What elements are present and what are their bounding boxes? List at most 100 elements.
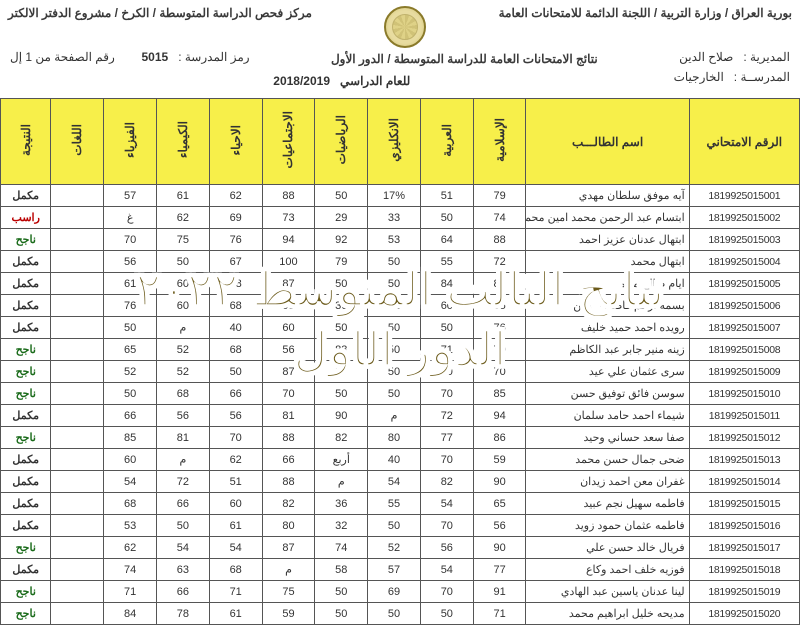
score-cell: 50 [315, 581, 368, 603]
table-row: 1819925015001آيه موفق سلطان مهدي795117%5… [1, 185, 800, 207]
result-cell: مكمل [1, 559, 51, 581]
score-cell: 50 [368, 317, 421, 339]
result-cell: مكمل [1, 449, 51, 471]
student-name: ضحى جمال حسن محمد [526, 449, 689, 471]
col-header: العربية [420, 99, 473, 185]
score-cell: 94 [262, 229, 315, 251]
exam-id: 1819925015011 [689, 405, 799, 427]
table-row: 1819925015010سوسن فائق توفيق حسن85705050… [1, 383, 800, 405]
directorate-label: المديرية : [743, 50, 790, 66]
score-cell: 50 [368, 251, 421, 273]
score-cell [51, 295, 104, 317]
score-cell: 51 [420, 185, 473, 207]
exam-id: 1819925015013 [689, 449, 799, 471]
score-cell [51, 427, 104, 449]
score-cell: 66 [209, 383, 262, 405]
exam-id: 1819925015019 [689, 581, 799, 603]
meta-row-2: المدرســة : الخارجيات للعام الدراسي 2018… [0, 70, 800, 98]
table-row: 1819925015020مديحه خليل ابراهيم محمد7150… [1, 603, 800, 625]
score-cell: 56 [473, 515, 526, 537]
school-code-label: رمز المدرسة : [178, 50, 249, 66]
score-cell: 88 [262, 185, 315, 207]
result-cell: مكمل [1, 251, 51, 273]
exam-id: 1819925015010 [689, 383, 799, 405]
score-cell: 61 [368, 295, 421, 317]
score-cell: 66 [262, 449, 315, 471]
score-cell: 54 [368, 471, 421, 493]
score-cell [51, 405, 104, 427]
score-cell: 74 [104, 559, 157, 581]
score-cell: 80 [262, 515, 315, 537]
score-cell: 50 [104, 383, 157, 405]
score-cell: 77 [473, 559, 526, 581]
student-name: غفران معن احمد زيدان [526, 471, 689, 493]
score-cell: 76 [209, 229, 262, 251]
score-cell: 50 [315, 361, 368, 383]
col-header: الكيمياء [157, 99, 210, 185]
student-name: سوسن فائق توفيق حسن [526, 383, 689, 405]
score-cell: 61 [209, 515, 262, 537]
result-cell: مكمل [1, 493, 51, 515]
exam-id: 1819925015003 [689, 229, 799, 251]
table-head: الرقم الامتحانياسم الطالـــبالإسلاميةالع… [1, 99, 800, 185]
exam-id: 1819925015001 [689, 185, 799, 207]
score-cell: 72 [473, 251, 526, 273]
exam-id: 1819925015016 [689, 515, 799, 537]
table-row: 1819925015016فاطمه عثمان حمود زويد567050… [1, 515, 800, 537]
score-cell: 33 [368, 207, 421, 229]
score-cell: 29 [315, 207, 368, 229]
score-cell: 85 [473, 295, 526, 317]
score-cell: 54 [420, 559, 473, 581]
score-cell: 53 [368, 229, 421, 251]
score-cell: 56 [157, 405, 210, 427]
page-label: رقم الصفحة من 1 إل [10, 50, 115, 66]
score-cell: 90 [473, 537, 526, 559]
score-cell: 54 [104, 471, 157, 493]
score-cell [51, 317, 104, 339]
score-cell: 69 [368, 581, 421, 603]
score-cell: 68 [157, 383, 210, 405]
result-cell: مكمل [1, 405, 51, 427]
score-cell: 61 [104, 273, 157, 295]
student-name: صفا سعد حساني وحيد [526, 427, 689, 449]
score-cell: 65 [473, 493, 526, 515]
table-row: 1819925015006بسمه أرحم فاضل حسين85606136… [1, 295, 800, 317]
result-cell: مكمل [1, 471, 51, 493]
col-header: اللغات [51, 99, 104, 185]
directorate-value: صلاح الدين [679, 50, 733, 66]
score-cell: 71 [420, 339, 473, 361]
score-cell: 70 [473, 361, 526, 383]
doc-header: بورية العراق / وزارة التربية / اللجنة ال… [0, 0, 800, 50]
score-cell [51, 361, 104, 383]
score-cell [51, 471, 104, 493]
score-cell: 70 [420, 515, 473, 537]
score-cell: 94 [473, 405, 526, 427]
score-cell: 66 [157, 581, 210, 603]
table-row: 1819925015011شيماء احمد حامد سلمان9472م9… [1, 405, 800, 427]
score-cell: 70 [420, 383, 473, 405]
score-cell: 82 [420, 471, 473, 493]
score-cell: 88 [262, 427, 315, 449]
score-cell: 50 [104, 317, 157, 339]
result-cell: ناجح [1, 339, 51, 361]
score-cell: 50 [368, 339, 421, 361]
score-cell: 50 [315, 273, 368, 295]
student-name: شيماء احمد حامد سلمان [526, 405, 689, 427]
score-cell: 79 [315, 251, 368, 273]
results-table: الرقم الامتحانياسم الطالـــبالإسلاميةالع… [0, 98, 800, 625]
score-cell: 56 [104, 251, 157, 273]
exam-id: 1819925015009 [689, 361, 799, 383]
col-header: الرقم الامتحاني [689, 99, 799, 185]
table-row: 1819925015019لينا عدنان ياسين عبد الهادي… [1, 581, 800, 603]
score-cell: 75 [262, 581, 315, 603]
score-cell [51, 339, 104, 361]
score-cell: 68 [209, 559, 262, 581]
score-cell [51, 273, 104, 295]
score-cell: 50 [420, 207, 473, 229]
score-cell: 32 [315, 515, 368, 537]
school-label: المدرســة : [734, 70, 790, 94]
score-cell: 50 [315, 383, 368, 405]
score-cell: 61 [209, 603, 262, 625]
table-row: 1819925015013ضحى جمال حسن محمد597040أربع… [1, 449, 800, 471]
exam-id: 1819925015007 [689, 317, 799, 339]
